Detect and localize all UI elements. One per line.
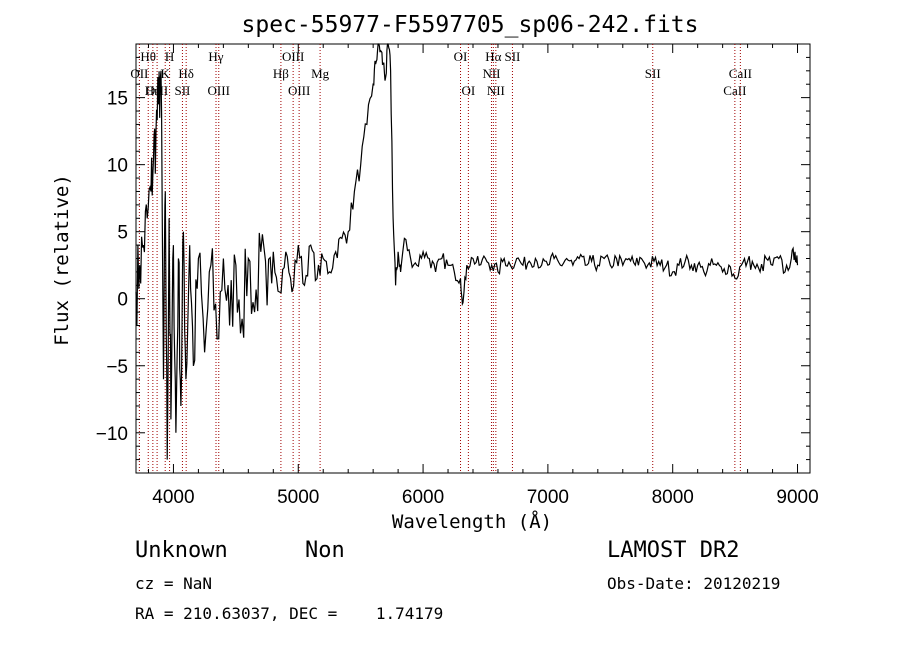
x-tick-label-5: 9000: [776, 487, 818, 508]
line-label-16: NII: [482, 66, 500, 81]
line-label-18: NII: [487, 83, 505, 98]
line-label-15: OI: [462, 83, 476, 98]
line-label-4: K: [161, 66, 171, 81]
x-tick-label-4: 8000: [652, 487, 694, 508]
line-label-7: Hδ: [178, 66, 194, 81]
x-tick-label-1: 5000: [277, 487, 319, 508]
x-tick-label-3: 7000: [527, 487, 569, 508]
line-label-21: CaII: [723, 83, 746, 98]
spectrum-chart: spec-55977-F5597705_sp06-242.fits OII Hθ H…: [51, 12, 819, 533]
line-label-10: Hβ: [273, 66, 289, 81]
object-subclass: Non: [305, 538, 345, 563]
line-label-0: OII: [130, 66, 148, 81]
y-tick-label-4: 10: [107, 156, 128, 177]
line-label-8: Hγ: [208, 49, 223, 64]
y-axis-label: Flux (relative): [51, 174, 73, 346]
line-label-20: SII: [645, 66, 661, 81]
coordinates: RA = 210.63037, DEC = 1.74179: [135, 604, 444, 623]
chart-title: spec-55977-F5597705_sp06-242.fits: [242, 12, 699, 38]
line-label-5: H: [165, 49, 174, 64]
line-label-1: Hθ: [140, 49, 156, 64]
y-tick-label-1: −5: [106, 357, 128, 378]
x-tick-label-0: 4000: [152, 487, 194, 508]
spectral-line-markers: OIIHθHηOIIIKHSIIHδHγOIIIHβOIIIOIIIMgOIOI…: [130, 44, 752, 473]
y-tick-label-3: 5: [117, 223, 128, 244]
line-label-11: OIII: [282, 49, 304, 64]
spectrum-line: [135, 43, 799, 460]
object-class: Unknown: [135, 538, 228, 563]
line-label-13: Mg: [311, 66, 330, 81]
y-tick-label-0: −10: [96, 424, 128, 445]
line-label-19: SII: [504, 49, 520, 64]
axis-ticks: 4000 5000 6000 7000 8000 9000 −10 −5 0 5 10 15: [96, 44, 819, 508]
line-label-17: Hα: [485, 49, 501, 64]
redshift-cz: cz = NaN: [135, 574, 213, 593]
line-label-6: SII: [174, 83, 190, 98]
observation-date: Obs-Date: 20120219: [607, 574, 781, 593]
x-tick-label-2: 6000: [402, 487, 444, 508]
line-label-14: OI: [454, 49, 468, 64]
y-tick-label-2: 0: [117, 290, 128, 311]
survey-name: LAMOST DR2: [607, 538, 740, 563]
line-label-9: OIII: [208, 83, 230, 98]
line-label-12: OIII: [288, 83, 310, 98]
x-axis-label: Wavelength (Å): [392, 510, 552, 533]
y-tick-label-5: 15: [107, 89, 128, 110]
line-label-22: CaII: [729, 66, 752, 81]
